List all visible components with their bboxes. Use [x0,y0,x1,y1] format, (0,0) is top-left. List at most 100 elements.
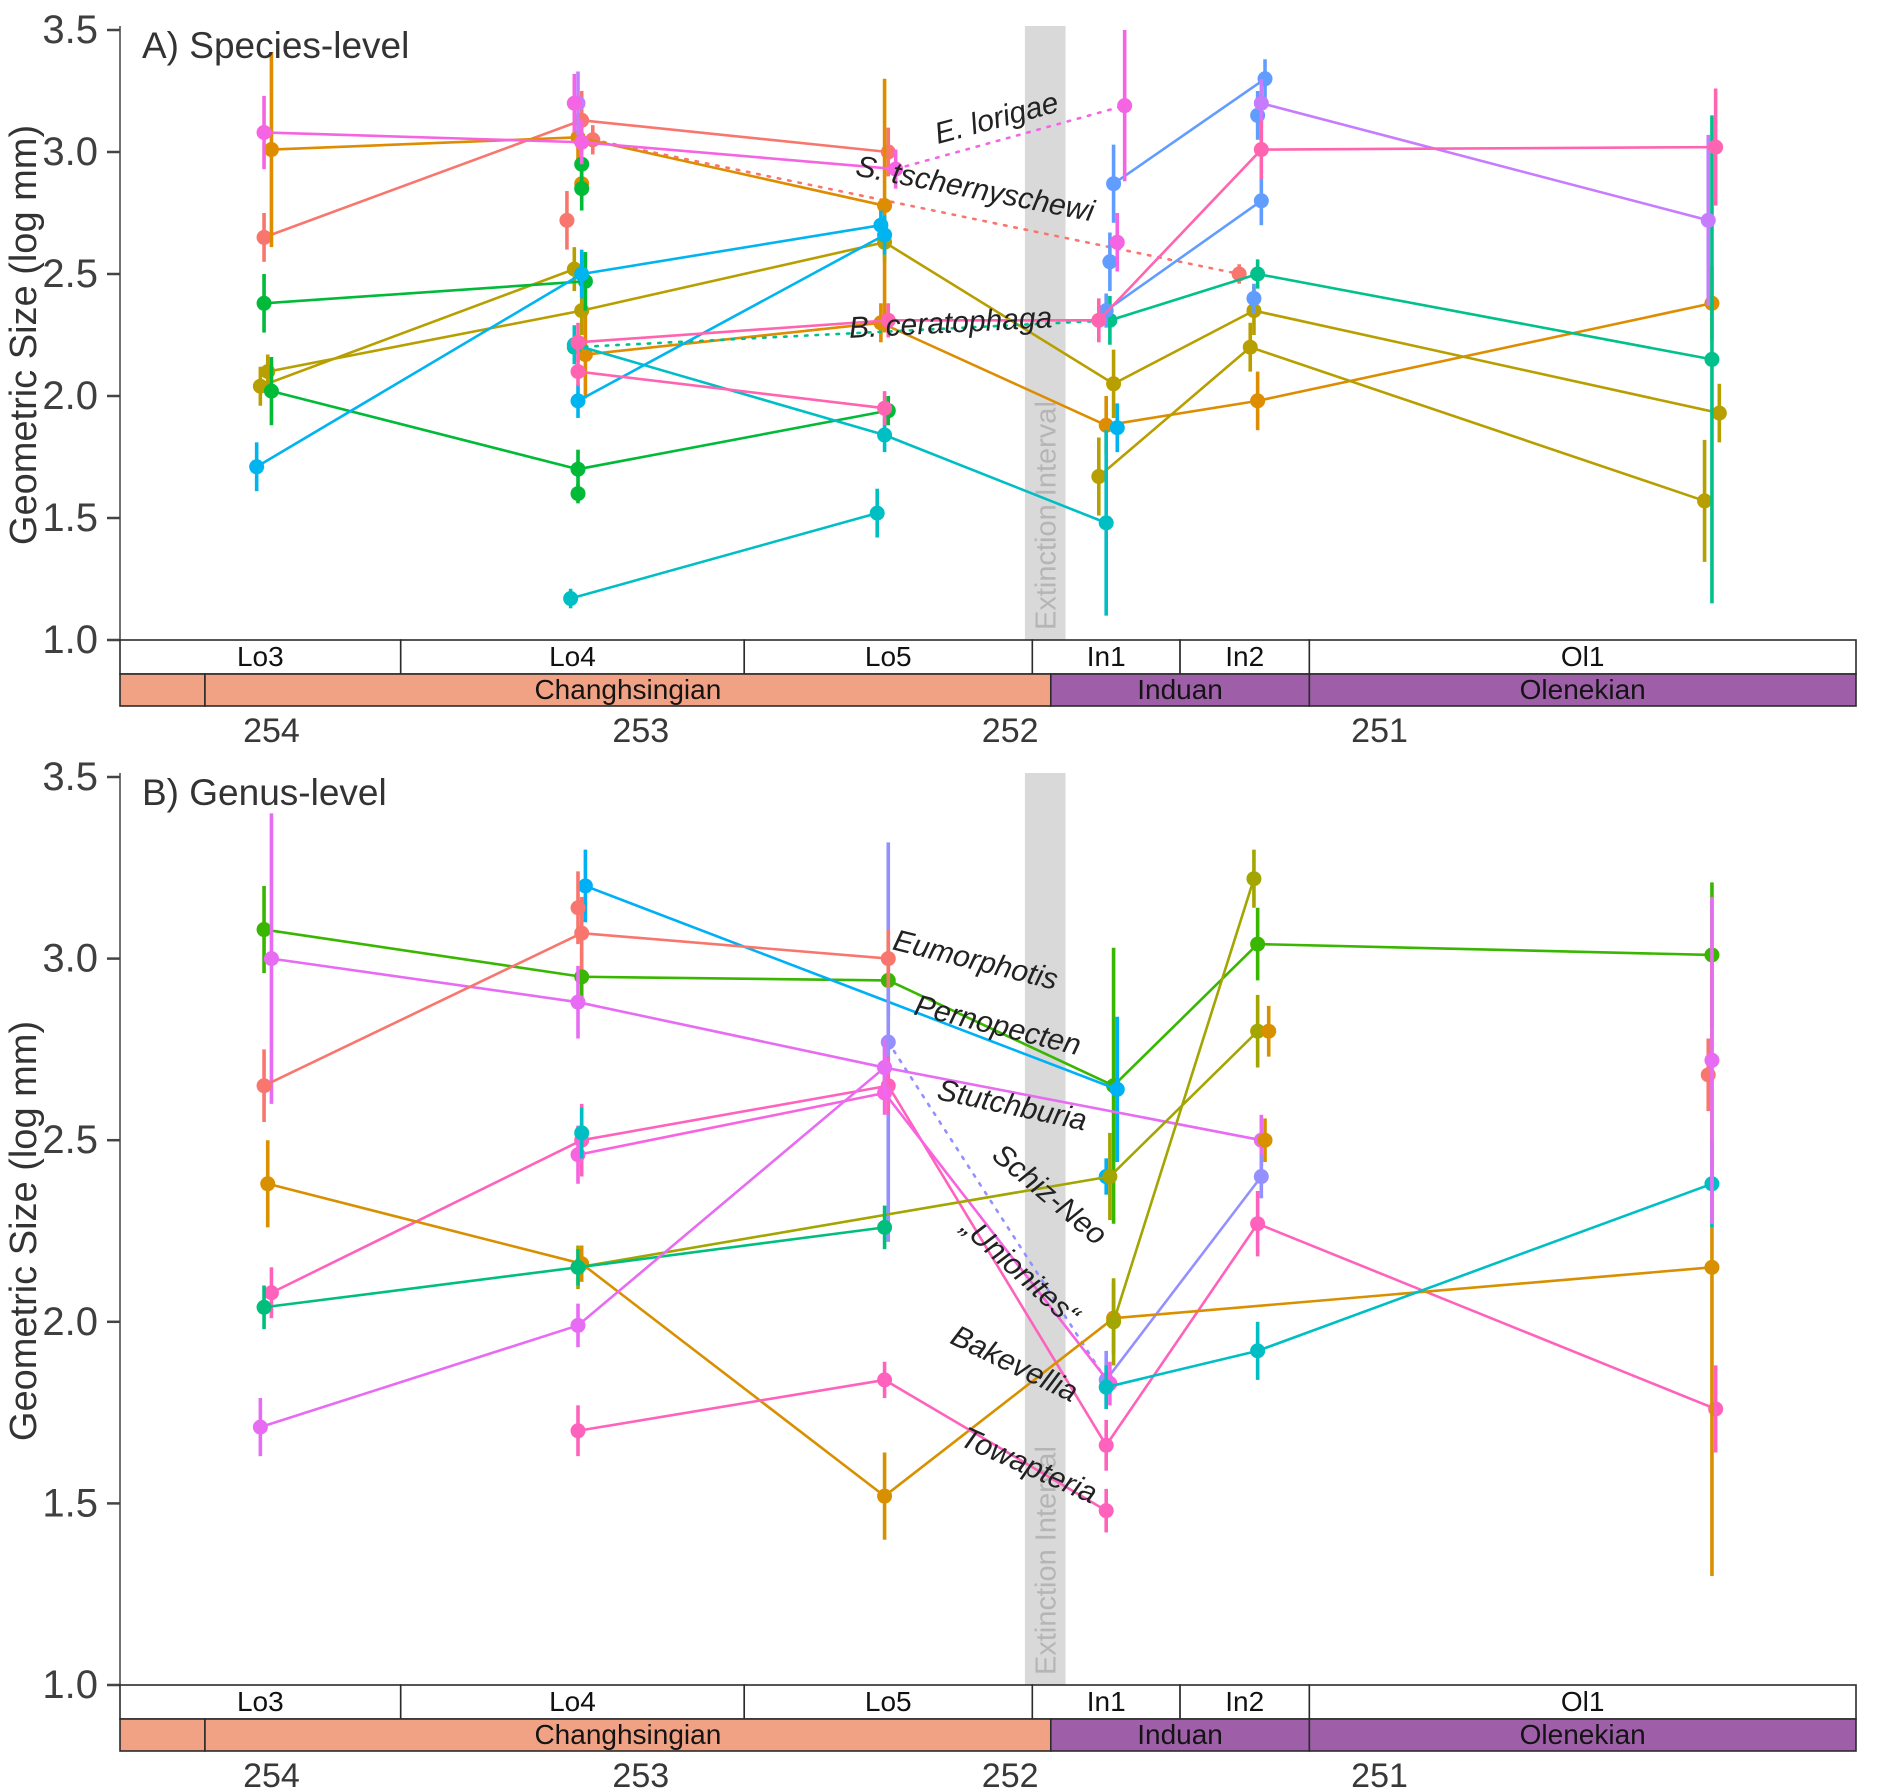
panel-b-chart: Extinction IntervalEumorphotisPernopecte… [3,755,1857,1791]
series-skyblue-species-c [1109,403,1125,453]
zone-label: Ol1 [1561,1686,1605,1717]
y-axis: 1.0 1.5 2.0 2.5 3.0 3.5 Geometric Size (log mm… [3,8,121,662]
zone-label: Lo5 [865,1686,912,1717]
zone-cell-In2 [1179,1684,1311,1720]
time-tick-label: 253 [612,1757,669,1791]
series-blue-species-b [1098,176,1269,328]
series-blue-species-c [1102,91,1266,314]
stage-label: Olenekian [1520,1719,1646,1750]
zone-cell-Lo4 [399,1684,746,1720]
series-olive-genus-b [1106,849,1262,1366]
stage-cell-Changhsingian [204,1718,1052,1752]
series-S-tschernyschewi [585,125,1247,284]
series-magenta-species-c [566,73,582,133]
series-cyan-genus-b [574,1107,590,1159]
series-purple-species-b [1253,78,1716,306]
series-pink-species-b [570,356,893,426]
y-axis: 1.0 1.5 2.0 2.5 3.0 3.5 Geometric Size (log mm… [3,755,121,1707]
annotation-b-ceratophaga: B. ceratophaga [848,301,1053,345]
stage-cell-Induan [1049,673,1311,707]
zone-cell-Lo5 [743,1684,1034,1720]
series-skyblue-species [249,210,889,492]
panel-title: B) Genus-level [142,772,387,813]
y-tick-label: 1.5 [42,496,98,540]
y-tick-label: 1.5 [42,1481,98,1525]
zone-bar: Lo3 Lo4 Lo5 In1 In2 Ol1 [119,1684,1857,1720]
zone-label: In2 [1225,1686,1264,1717]
zone-cell-Ol1 [1308,1684,1857,1720]
annotation-stutchburia: Stutchburia [934,1074,1089,1138]
series-Pernopecten [577,849,1125,1162]
y-axis-title: Geometric Size (log mm) [3,1021,45,1441]
series-cyan-genus [1098,1140,1720,1409]
series-salmon-species [256,91,896,262]
series-magenta-species-b [1109,213,1125,272]
series-magenta-genus [252,1038,893,1457]
series-olive-species-b [252,247,582,406]
zone-label: In1 [1087,1686,1126,1717]
y-tick-label: 2.5 [42,1118,98,1162]
extinction-interval-label: Extinction Interval [1030,1446,1062,1675]
stage-cell-Olenekian [1308,1718,1857,1752]
series-magenta-genus-b [1704,896,1720,1224]
zone-cell-In2 [1179,639,1311,675]
stage-cell-Olenekian [1308,673,1857,707]
panel-title: A) Species-level [142,25,409,66]
stage-label: Changhsingian [534,674,721,705]
zone-label: Lo4 [549,1686,596,1717]
stage-bar: Changhsingian Induan Olenekian [119,1718,1857,1752]
time-tick-label: 253 [612,712,669,745]
zone-label: Lo5 [865,641,912,672]
series-B-ceratophaga [566,115,1720,604]
stage-label: Olenekian [1520,674,1646,705]
stage-label: Changhsingian [534,1719,721,1750]
time-tick-label: 254 [243,1757,300,1791]
zone-bar: Lo3 Lo4 Lo5 In1 In2 Ol1 [119,639,1857,675]
series-salmon-species-b [559,191,575,250]
y-tick-label: 1.0 [42,1663,98,1707]
series-cyan-species [563,488,885,609]
zone-label: Ol1 [1561,641,1605,672]
extinction-band: Extinction Interval [1024,773,1066,1685]
series-green-species [263,356,896,489]
stage-cell-Changhsingian [204,673,1052,707]
stage-bar: Changhsingian Induan Olenekian [119,673,1857,707]
time-axis: 254 253 252 251 [243,1757,1408,1791]
y-tick-label: 3.5 [42,755,98,799]
series-salmon-genus-b [570,871,1716,1112]
series-olive-species-c [1091,322,1713,562]
y-tick-label: 1.0 [42,618,98,662]
zone-label: Lo3 [237,1686,284,1717]
stage-label: Induan [1137,674,1223,705]
stage-cell [119,673,206,707]
zone-cell-In1 [1031,639,1181,675]
time-tick-label: 252 [982,712,1039,745]
series-olive-species [260,222,1727,443]
stage-label: Induan [1137,1719,1223,1750]
zone-cell-Lo4 [399,639,746,675]
zone-cell-Ol1 [1308,639,1857,675]
time-tick-label: 252 [982,1757,1039,1791]
series-skyblue-species-b [570,215,893,418]
time-axis: 254 253 252 251 [243,712,1408,745]
zone-label: Lo4 [549,641,596,672]
series-pink-species [570,88,1724,362]
y-tick-label: 2.0 [42,1300,98,1344]
y-axis-title: Geometric Size (log mm) [3,125,45,545]
series-orange-genus-b [1257,1005,1277,1162]
series-Eumorphotis [256,882,1720,1224]
series-E-lorigae [256,30,1133,189]
series-Towapteria [260,958,1720,1577]
series-Stutchburia [263,813,1269,1166]
series-teal-genus [256,1205,893,1330]
stage-cell-Induan [1049,1718,1311,1752]
y-tick-label: 2.0 [42,374,98,418]
series-orange-species-b [577,266,1720,455]
time-tick-label: 254 [243,712,300,745]
stage-cell [119,1718,206,1752]
zone-label: In1 [1087,641,1126,672]
time-tick-label: 251 [1351,712,1408,745]
series-blue-species [1106,59,1273,223]
time-tick-label: 251 [1351,1757,1408,1791]
